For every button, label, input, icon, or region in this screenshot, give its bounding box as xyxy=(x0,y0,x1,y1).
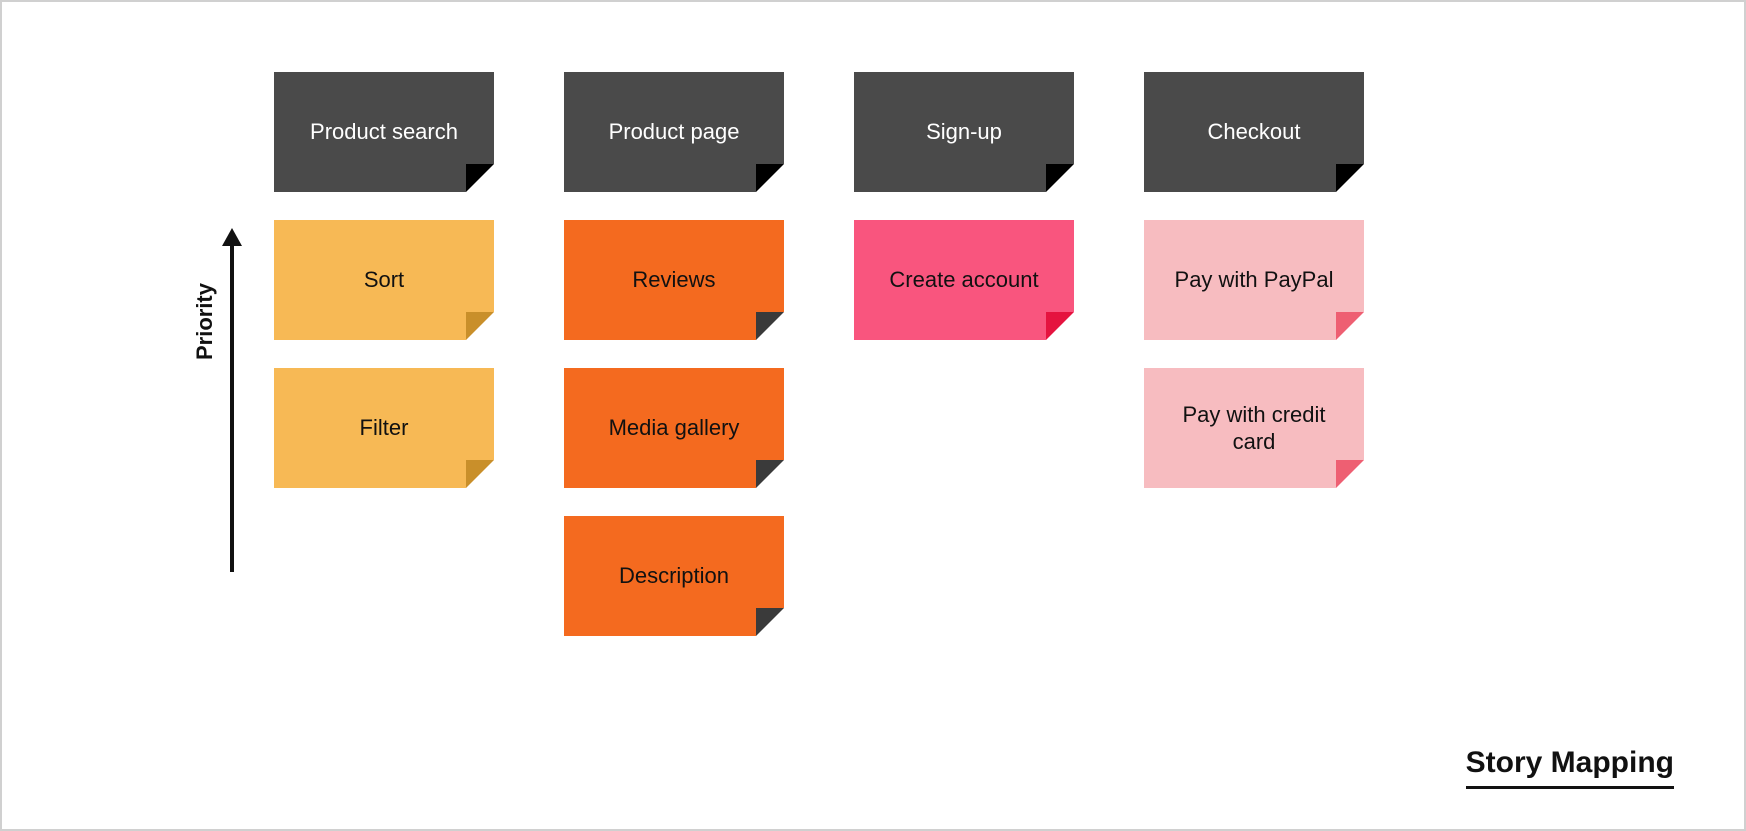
fold-corner-icon xyxy=(466,460,494,488)
story-map-content: Priority Product searchSortFilterProduct… xyxy=(62,72,1684,636)
fold-corner-icon xyxy=(466,164,494,192)
story-map-column: Checkout Pay with PayPal Pay with credit c… xyxy=(1144,72,1364,636)
story-card-label: Reviews xyxy=(632,266,715,294)
story-card-label: Create account xyxy=(889,266,1038,294)
activity-card-label: Product page xyxy=(609,118,740,146)
activity-card-label: Checkout xyxy=(1208,118,1301,146)
story-card-label: Media gallery xyxy=(609,414,740,442)
activity-card: Sign-up xyxy=(854,72,1074,192)
story-card: Pay with credit card xyxy=(1144,368,1364,488)
fold-corner-icon xyxy=(1336,164,1364,192)
diagram-title: Story Mapping xyxy=(1466,746,1674,789)
activity-card: Product search xyxy=(274,72,494,192)
priority-axis: Priority xyxy=(192,72,234,572)
story-card-label: Filter xyxy=(360,414,409,442)
fold-corner-icon xyxy=(1336,312,1364,340)
story-card: Description xyxy=(564,516,784,636)
activity-card: Product page xyxy=(564,72,784,192)
story-card: Media gallery xyxy=(564,368,784,488)
activity-card: Checkout xyxy=(1144,72,1364,192)
fold-corner-icon xyxy=(756,460,784,488)
story-map-column: Sign-up Create account xyxy=(854,72,1074,636)
story-card: Sort xyxy=(274,220,494,340)
activity-card-label: Sign-up xyxy=(926,118,1002,146)
story-map-grid: Product search Sort Filter Product page Revi… xyxy=(274,72,1364,636)
story-card: Pay with PayPal xyxy=(1144,220,1364,340)
fold-corner-icon xyxy=(1046,312,1074,340)
fold-corner-icon xyxy=(1336,460,1364,488)
story-card-label: Pay with PayPal xyxy=(1175,266,1334,294)
fold-corner-icon xyxy=(756,164,784,192)
fold-corner-icon xyxy=(756,608,784,636)
fold-corner-icon xyxy=(466,312,494,340)
story-map-column: Product page Reviews Media gallery Descript… xyxy=(564,72,784,636)
story-card-label: Pay with credit card xyxy=(1162,401,1346,456)
story-map-column: Product search Sort Filter xyxy=(274,72,494,636)
fold-corner-icon xyxy=(1046,164,1074,192)
story-card: Filter xyxy=(274,368,494,488)
story-card-label: Sort xyxy=(364,266,404,294)
activity-card-label: Product search xyxy=(310,118,458,146)
story-card: Reviews xyxy=(564,220,784,340)
fold-corner-icon xyxy=(756,312,784,340)
story-map-frame: Priority Product searchSortFilterProduct… xyxy=(0,0,1746,831)
arrow-up-icon xyxy=(230,242,234,572)
story-card: Create account xyxy=(854,220,1074,340)
priority-axis-line xyxy=(230,242,234,572)
story-card-label: Description xyxy=(619,562,729,590)
priority-axis-label: Priority xyxy=(192,283,218,360)
